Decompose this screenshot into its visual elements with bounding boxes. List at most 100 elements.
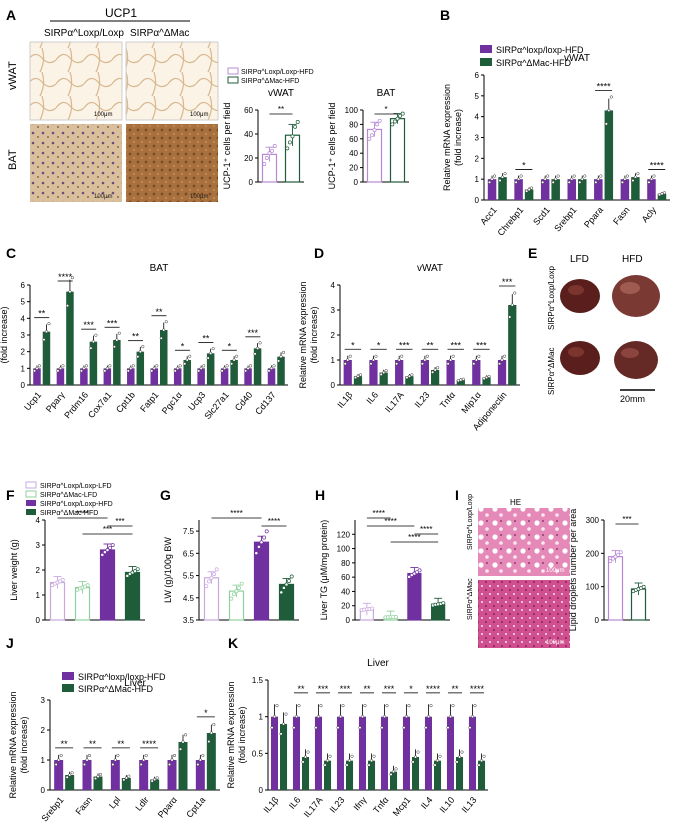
bar-Mcp1-mac — [412, 757, 420, 790]
data-point — [202, 364, 206, 368]
panel-letter-d: D — [314, 245, 324, 261]
significance-label: * — [228, 341, 232, 351]
data-point — [384, 369, 388, 373]
panel-e-row1-label: SIRPα^Loxp/Loxp — [547, 265, 556, 330]
data-point — [572, 174, 576, 178]
data-point — [460, 750, 464, 754]
bar-IL6-mac — [302, 757, 310, 790]
data-point — [470, 715, 475, 719]
data-point — [649, 177, 654, 181]
bar-Cd137-loxp — [267, 368, 276, 385]
x-tick-label: Cd40 — [233, 390, 254, 413]
y-axis-label-line: Relative mRNA expression — [8, 691, 18, 798]
data-point — [360, 715, 365, 719]
data-point — [150, 779, 154, 783]
x-tick-label: IL17A — [302, 795, 325, 819]
chart-title: Liver — [124, 678, 146, 689]
data-point — [380, 726, 384, 730]
bar-Pparγ-loxp — [56, 368, 65, 385]
legend-swatch-mac-hfd — [26, 509, 36, 515]
data-point — [413, 755, 418, 759]
significance-label: * — [522, 161, 526, 171]
panel-i-row2-label: SIRPα^ΔMac — [467, 578, 474, 620]
panel-letter-a: A — [6, 7, 16, 23]
ucp1-header: UCP1 — [105, 6, 137, 20]
y-axis-label: LW (g)/100g BW — [163, 537, 173, 603]
data-point — [301, 760, 305, 764]
bar-Cox7a1-mac — [113, 340, 121, 385]
data-point — [141, 345, 145, 349]
data-point — [199, 366, 203, 370]
data-point — [232, 358, 236, 362]
data-point — [513, 291, 517, 295]
significance-label: * — [204, 708, 208, 718]
bar-Acly-mac — [657, 193, 667, 200]
y-tick-label: 60 — [341, 573, 350, 582]
bar-Pgc1α-mac — [183, 360, 191, 385]
bar-Acly-loxp — [647, 179, 656, 200]
data-point — [580, 177, 584, 181]
data-point — [281, 585, 286, 590]
data-point — [89, 346, 93, 350]
data-point — [336, 726, 340, 730]
significance-label: * — [377, 340, 381, 350]
data-point — [65, 775, 69, 779]
data-point — [253, 352, 257, 356]
legend-label: SIRPα^loxp/loxp-HFD — [496, 45, 584, 55]
significance-label: **** — [142, 739, 157, 749]
significance-label: **** — [470, 684, 485, 694]
scale-label: 100μm — [190, 194, 208, 200]
y-tick-label: 2 — [21, 348, 26, 357]
bar-IL23-loxp — [420, 360, 429, 385]
data-point — [259, 540, 264, 545]
chart-a2: 0 20 40 60 80 100 UCP-1⁺ cells per field BAT * — [327, 88, 409, 189]
significance-label: ** — [38, 309, 46, 319]
data-point — [112, 345, 116, 349]
legend-swatch-mac-hfd — [62, 684, 74, 692]
data-point — [105, 548, 110, 552]
y-axis-label: Lipid droplets number per area — [568, 509, 578, 632]
y-tick-label: 0 — [21, 381, 26, 390]
data-point — [167, 762, 172, 767]
bar-Srebp1-loxp — [567, 179, 576, 200]
data-point — [385, 704, 389, 708]
bar-IL17A-loxp — [395, 360, 404, 385]
significance-label: ** — [117, 739, 125, 749]
chart-title: BAT — [150, 263, 169, 274]
data-point — [212, 572, 217, 577]
data-point — [110, 543, 115, 548]
data-point — [153, 777, 157, 782]
panel-letter-e: E — [528, 245, 537, 261]
data-point — [416, 750, 420, 754]
data-point — [211, 347, 215, 351]
bar-Cpt1b-mac — [136, 351, 145, 385]
liver-photo-mac-lfd — [560, 341, 600, 375]
data-point — [623, 177, 627, 181]
data-point — [206, 356, 210, 360]
significance-label: ** — [89, 739, 97, 749]
data-point — [407, 374, 411, 378]
data-point — [32, 369, 37, 373]
panel-letter-k: K — [228, 635, 238, 651]
data-point — [424, 726, 428, 730]
data-point — [258, 341, 262, 345]
x-tick-label: Acc1 — [478, 205, 499, 227]
x-tick-label: IL1β — [335, 390, 354, 410]
data-point — [229, 596, 234, 601]
data-point — [441, 601, 446, 606]
bar-IL4-loxp — [424, 716, 432, 790]
x-tick-label: Ppara — [582, 205, 605, 230]
data-point — [370, 606, 375, 611]
data-point — [610, 556, 615, 561]
x-tick-label: Fatp1 — [138, 390, 160, 414]
data-point — [543, 177, 547, 181]
legend-swatch-mac-lfd — [25, 490, 37, 498]
data-point — [374, 354, 378, 358]
bar-Ucp3-mac — [206, 353, 215, 385]
y-tick-label: 80 — [341, 559, 350, 568]
y-axis-label-line: Liver weight (g) — [9, 539, 19, 601]
data-point — [185, 358, 189, 362]
y-tick-label: 0 — [259, 786, 264, 795]
bar-Ifnγ-mac — [368, 760, 376, 790]
